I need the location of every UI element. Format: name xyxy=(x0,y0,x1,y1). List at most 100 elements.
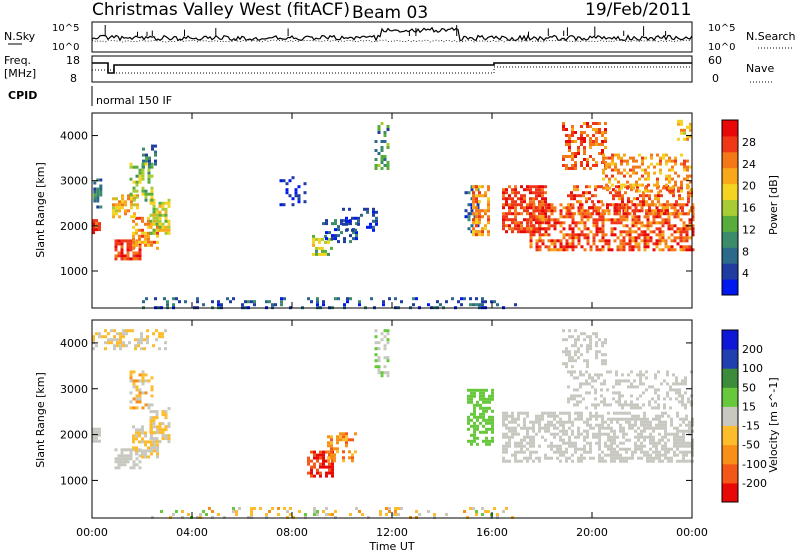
power-cell xyxy=(577,137,580,140)
velocity-cell xyxy=(615,379,618,383)
power-cell xyxy=(526,218,529,222)
power-cell xyxy=(601,224,605,228)
velocity-cell xyxy=(336,438,339,442)
power-ytick-label: 4000 xyxy=(60,130,88,143)
power-cell xyxy=(682,221,686,225)
velocity-cell xyxy=(523,420,526,424)
velocity-cell xyxy=(568,353,571,357)
velocity-cell xyxy=(573,394,576,398)
power-cell xyxy=(374,149,378,152)
velocity-cell xyxy=(595,423,598,427)
velocity-cell xyxy=(568,329,571,333)
power-cell xyxy=(481,233,484,237)
power-cell xyxy=(445,300,448,304)
velocity-cell xyxy=(598,456,601,460)
velocity-cell xyxy=(538,426,541,430)
power-cell xyxy=(562,155,565,158)
power-cell xyxy=(628,245,632,249)
power-cell xyxy=(682,212,686,216)
power-cell xyxy=(659,159,662,163)
velocity-cell xyxy=(645,370,648,374)
power-cell xyxy=(475,194,478,198)
power-cell xyxy=(505,197,508,201)
velocity-cell xyxy=(658,420,661,424)
power-cell xyxy=(142,165,145,169)
velocity-cell xyxy=(175,510,178,513)
power-cell xyxy=(632,186,635,190)
power-cell xyxy=(415,297,418,301)
power-cell xyxy=(529,206,533,210)
velocity-cell xyxy=(612,397,615,401)
velocity-cell xyxy=(98,433,101,437)
velocity-cell xyxy=(328,462,331,466)
power-cell xyxy=(634,221,638,225)
velocity-cell xyxy=(153,446,156,450)
velocity-cell xyxy=(652,444,655,448)
velocity-cell xyxy=(615,391,618,395)
power-cell xyxy=(544,212,547,216)
velocity-cell xyxy=(687,400,690,404)
power-cell xyxy=(664,218,668,222)
velocity-cell xyxy=(577,435,580,439)
power-cell xyxy=(664,242,668,246)
velocity-colorbar-tick: -50 xyxy=(742,439,760,452)
power-cell xyxy=(502,206,505,210)
velocity-cell xyxy=(345,438,348,442)
power-cell xyxy=(541,218,545,222)
velocity-cell xyxy=(511,429,514,433)
velocity-cell xyxy=(140,332,143,336)
velocity-cell xyxy=(470,400,473,404)
power-cell xyxy=(571,233,575,237)
power-cell xyxy=(568,215,572,219)
velocity-cell xyxy=(502,456,505,460)
power-cell xyxy=(656,183,659,187)
power-cell xyxy=(114,254,118,258)
power-cell xyxy=(126,251,130,255)
power-cell xyxy=(538,236,542,240)
power-cell xyxy=(481,300,484,304)
velocity-cell xyxy=(601,420,604,424)
velocity-cell xyxy=(684,406,687,410)
power-cell xyxy=(568,146,571,149)
velocity-cell xyxy=(135,428,138,432)
velocity-cell xyxy=(479,403,482,407)
velocity-cell xyxy=(565,362,568,366)
velocity-cell xyxy=(505,444,508,448)
velocity-cell xyxy=(612,385,615,389)
power-cell xyxy=(115,197,118,201)
power-cell xyxy=(650,156,653,160)
velocity-cell xyxy=(600,400,603,404)
velocity-cell xyxy=(310,471,313,475)
power-cell xyxy=(464,191,468,195)
power-cell xyxy=(265,300,268,304)
power-cell xyxy=(153,240,156,244)
velocity-cell xyxy=(568,438,571,442)
velocity-cell xyxy=(167,407,171,411)
velocity-cell xyxy=(473,391,476,395)
velocity-cell xyxy=(676,426,679,430)
power-cell xyxy=(130,206,133,210)
velocity-cell xyxy=(327,456,330,460)
power-cell xyxy=(656,177,659,181)
velocity-cell xyxy=(310,459,313,463)
power-cell xyxy=(573,194,576,198)
velocity-cell xyxy=(571,453,574,457)
velocity-cell xyxy=(586,362,589,366)
power-cell xyxy=(152,207,156,211)
power-cell xyxy=(349,222,352,226)
velocity-cell xyxy=(161,431,165,435)
velocity-cell xyxy=(348,450,351,454)
power-cell xyxy=(659,162,662,166)
velocity-cell xyxy=(322,459,325,463)
velocity-cell xyxy=(132,463,136,467)
velocity-cell xyxy=(538,417,541,421)
power-cell xyxy=(655,245,659,249)
power-cell xyxy=(608,177,611,181)
velocity-cell xyxy=(322,456,325,460)
power-cell xyxy=(325,222,328,226)
velocity-cell xyxy=(508,429,511,433)
power-cell xyxy=(175,297,178,301)
velocity-cell xyxy=(568,426,571,430)
velocity-cell xyxy=(502,432,505,436)
velocity-cell xyxy=(383,356,387,360)
